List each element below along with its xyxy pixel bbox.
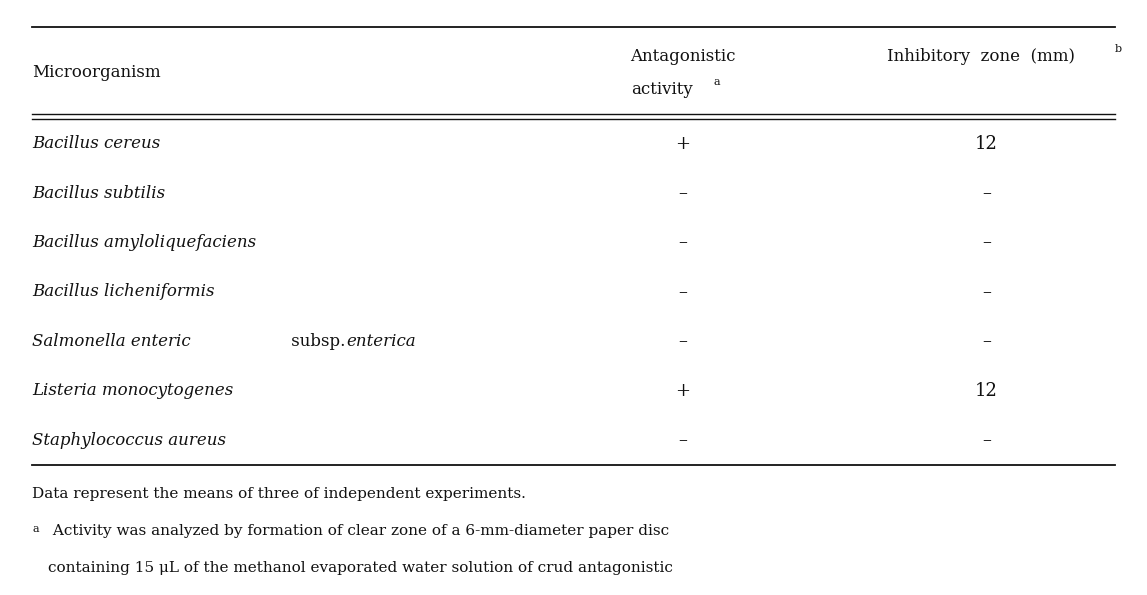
- Text: –: –: [982, 332, 991, 350]
- Text: –: –: [678, 184, 687, 202]
- Text: Bacillus subtilis: Bacillus subtilis: [32, 184, 165, 202]
- Text: Listeria monocytogenes: Listeria monocytogenes: [32, 382, 233, 399]
- Text: Salmonella enteric: Salmonella enteric: [32, 333, 190, 350]
- Text: Microorganism: Microorganism: [32, 64, 161, 82]
- Text: a: a: [32, 524, 39, 534]
- Text: 12: 12: [975, 134, 998, 153]
- Text: +: +: [674, 134, 690, 153]
- Text: Activity was analyzed by formation of clear zone of a 6-mm-diameter paper disc: Activity was analyzed by formation of cl…: [48, 524, 670, 538]
- Text: containing 15 μL of the methanol evaporated water solution of crud antagonistic: containing 15 μL of the methanol evapora…: [48, 561, 673, 575]
- Text: b: b: [1115, 43, 1122, 54]
- Text: –: –: [982, 233, 991, 252]
- Text: –: –: [678, 431, 687, 449]
- Text: activity: activity: [631, 81, 693, 98]
- Text: –: –: [678, 332, 687, 350]
- Text: Bacillus amyloliquefaciens: Bacillus amyloliquefaciens: [32, 234, 256, 251]
- Text: 12: 12: [975, 381, 998, 400]
- Text: enterica: enterica: [346, 333, 416, 350]
- Text: Bacillus cereus: Bacillus cereus: [32, 135, 161, 152]
- Text: Data represent the means of three of independent experiments.: Data represent the means of three of ind…: [32, 487, 526, 502]
- Text: –: –: [678, 283, 687, 301]
- Text: –: –: [678, 233, 687, 252]
- Text: –: –: [982, 184, 991, 202]
- Text: Staphylococcus aureus: Staphylococcus aureus: [32, 431, 226, 449]
- Text: subsp.: subsp.: [286, 333, 345, 350]
- Text: Inhibitory  zone  (mm): Inhibitory zone (mm): [887, 48, 1075, 65]
- Text: –: –: [982, 431, 991, 449]
- Text: +: +: [674, 381, 690, 400]
- Text: Bacillus licheniformis: Bacillus licheniformis: [32, 283, 214, 300]
- Text: a: a: [713, 77, 720, 87]
- Text: Antagonistic: Antagonistic: [630, 48, 735, 65]
- Text: –: –: [982, 283, 991, 301]
